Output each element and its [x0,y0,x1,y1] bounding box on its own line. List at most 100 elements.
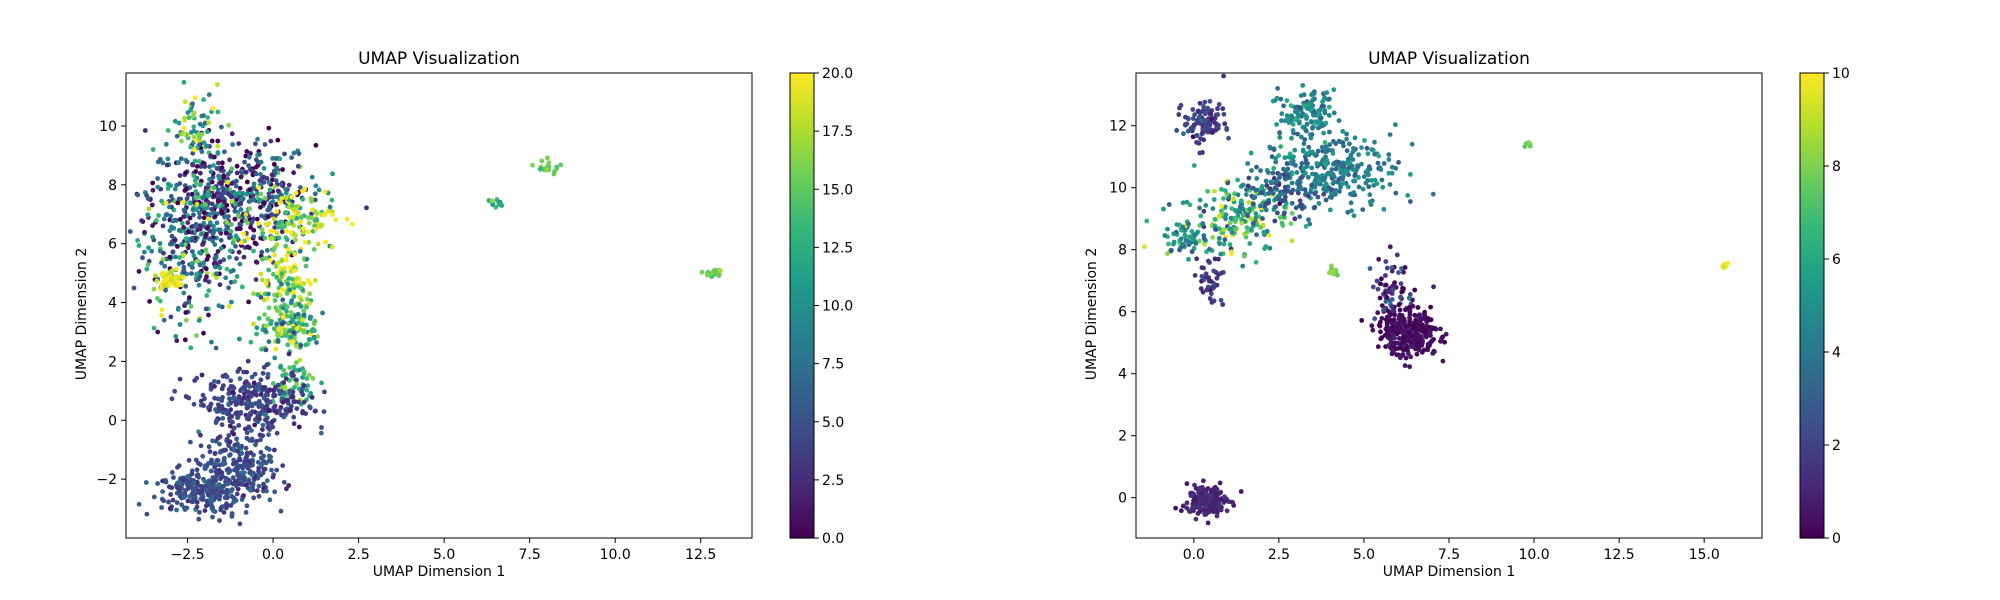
x-tick-label: 2.5 [347,547,369,563]
scatter-point [1326,96,1332,102]
colorbar-segment [1800,421,1824,427]
scatter-point [1352,135,1358,141]
scatter-point [218,476,224,482]
scatter-point [1281,103,1286,109]
scatter-point [236,444,242,449]
scatter-point [260,277,265,283]
colorbar-segment [790,301,814,307]
scatter-point [201,220,207,226]
colorbar-segment [790,355,814,361]
scatter-point [312,197,318,203]
scatter-point [251,380,257,386]
scatter-point [172,186,178,192]
scatter-point [1290,127,1296,133]
scatter-point [270,194,276,200]
scatter-point [234,256,239,261]
scatter-point [1407,364,1412,370]
scatter-point [198,164,204,169]
x-axis-label: UMAP Dimension 1 [373,564,506,580]
scatter-point [256,493,262,499]
scatter-point [279,281,284,287]
scatter-point [291,223,297,228]
scatter-point [155,481,161,486]
scatter-point [280,321,285,327]
scatter-point [1177,105,1182,111]
scatter-point [1212,188,1217,194]
scatter-point [270,247,276,253]
scatter-point [1315,125,1321,131]
x-tick-label: 10.0 [600,547,631,563]
scatter-point [307,300,312,306]
scatter-point [290,394,296,400]
scatter-point [309,174,315,180]
colorbar-segment [1800,448,1824,454]
scatter-point [266,221,272,227]
scatter-point [1193,241,1199,246]
scatter-point [276,260,282,266]
scatter-point [202,508,208,513]
scatter-point [280,287,285,292]
scatter-point [716,273,722,278]
colorbar-segment [790,235,814,241]
scatter-point [1309,91,1315,97]
scatter-point [259,227,265,233]
scatter-point [266,339,272,345]
colorbar-segment [1800,491,1824,496]
scatter-point [291,421,297,427]
colorbar-segment [790,495,814,500]
colorbar-segment [790,468,814,473]
scatter-point [1249,168,1254,173]
scatter-point [544,167,550,173]
scatter-point [1307,221,1313,227]
scatter-point [258,392,264,397]
scatter-point [197,121,203,127]
scatter-point [1317,178,1323,184]
scatter-point [281,380,287,385]
scatter-point [278,181,284,187]
colorbar-segment [790,228,814,233]
scatter-point [1289,180,1295,186]
scatter-point [1215,112,1221,117]
scatter-point [287,365,293,371]
scatter-point [220,373,226,379]
scatter-point [1217,241,1222,247]
scatter-point [1277,215,1283,220]
scatter-point [1289,200,1295,206]
colorbar-segment [790,135,814,140]
scatter-point [261,466,267,472]
scatter-point [210,438,215,444]
scatter-point [1209,291,1214,297]
colorbar-segment [790,111,814,117]
scatter-point [1275,86,1280,91]
scatter-point [283,257,289,263]
scatter-point [1394,252,1400,258]
scatter-point [179,485,184,491]
scatter-point [285,304,290,309]
colorbar-segment [1800,266,1824,272]
scatter-point [196,159,202,164]
colorbar-segment [1800,286,1824,291]
scatter-point [166,484,172,490]
scatter-point [184,505,190,511]
y-tick-label: 4 [108,296,117,312]
scatter-point [223,275,229,281]
scatter-point [1415,305,1421,310]
colorbar-segment [1800,375,1824,380]
scatter-point [225,179,231,185]
scatter-point [1254,164,1259,170]
scatter-point [234,491,240,497]
scatter-point [229,511,235,516]
scatter-point [180,260,186,265]
scatter-point [268,138,274,144]
colorbar-segment [1800,92,1824,97]
scatter-point [258,197,263,203]
colorbar-segment [790,197,814,202]
scatter-point [300,321,306,327]
scatter-point [295,163,301,169]
scatter-point [181,131,187,137]
scatter-point [1238,489,1244,494]
scatter-point [241,254,247,260]
scatter-point [169,233,175,239]
scatter-point [256,483,262,489]
scatter-point [1215,106,1220,112]
